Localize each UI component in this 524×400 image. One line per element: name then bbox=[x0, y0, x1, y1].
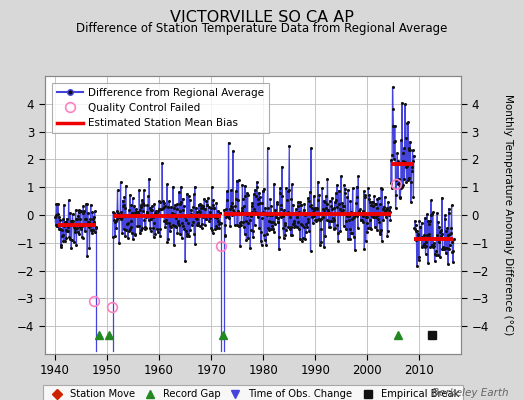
Text: VICTORVILLE SO CA AP: VICTORVILLE SO CA AP bbox=[170, 10, 354, 25]
Legend: Station Move, Record Gap, Time of Obs. Change, Empirical Break: Station Move, Record Gap, Time of Obs. C… bbox=[42, 385, 463, 400]
Text: Difference of Station Temperature Data from Regional Average: Difference of Station Temperature Data f… bbox=[77, 22, 447, 35]
Text: Berkeley Earth: Berkeley Earth bbox=[432, 388, 508, 398]
Y-axis label: Monthly Temperature Anomaly Difference (°C): Monthly Temperature Anomaly Difference (… bbox=[503, 94, 513, 336]
